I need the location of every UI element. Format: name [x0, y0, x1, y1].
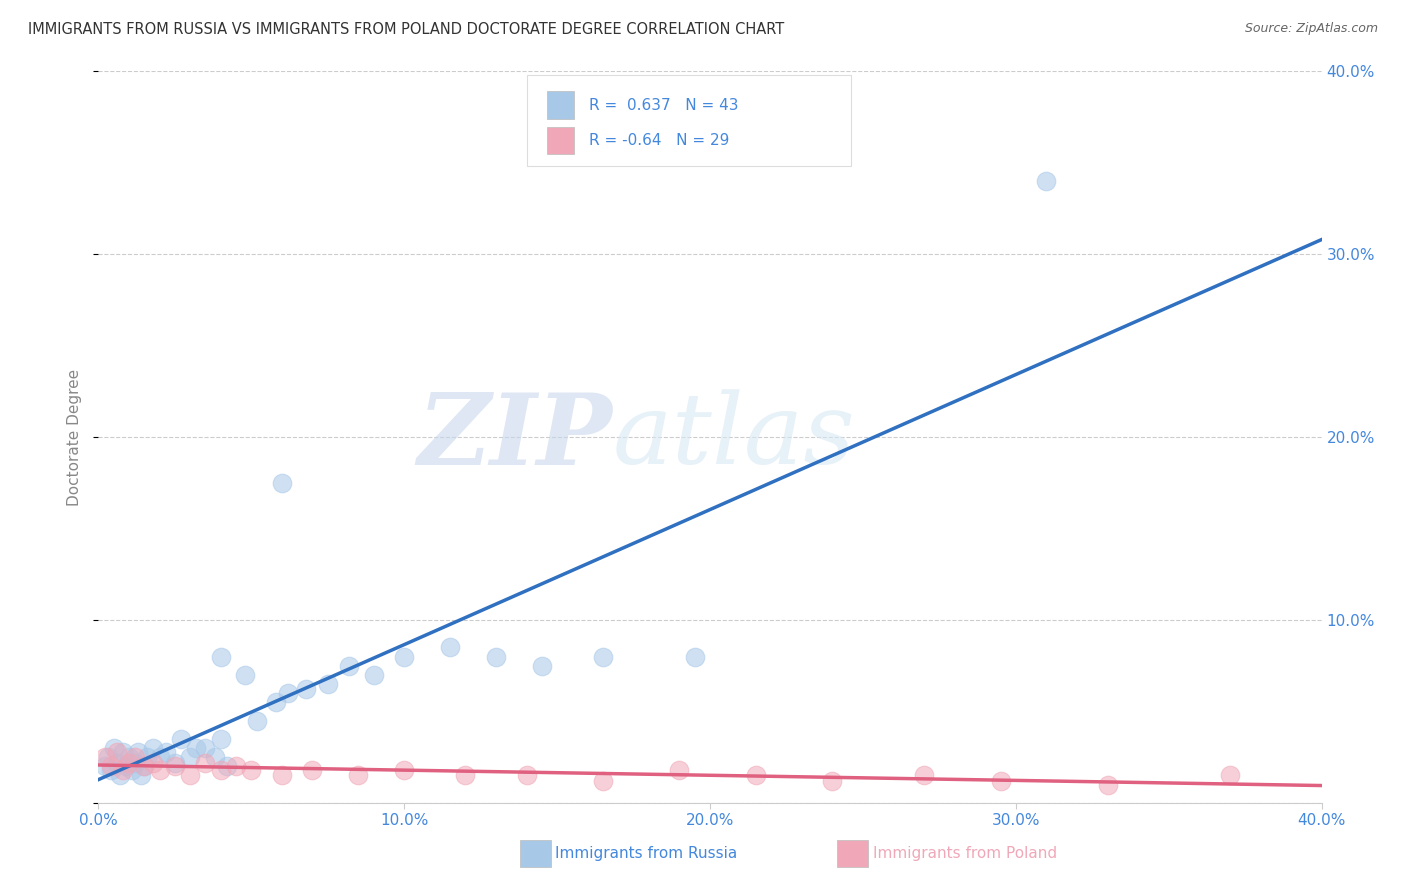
Point [149, 763, 172, 777]
Point [209, 731, 232, 746]
Point [225, 759, 247, 773]
Point [97, 750, 120, 764]
Point [121, 763, 143, 777]
Point [142, 756, 165, 770]
Text: Immigrants from Poland: Immigrants from Poland [873, 847, 1057, 861]
Point [163, 759, 186, 773]
Text: Source: ZipAtlas.com: Source: ZipAtlas.com [1244, 22, 1378, 36]
Point [163, 756, 186, 770]
Point [204, 750, 226, 764]
Point [134, 759, 156, 773]
Point [246, 714, 269, 728]
Point [209, 649, 232, 664]
Point [105, 745, 128, 759]
Point [592, 649, 614, 664]
Point [136, 750, 159, 764]
Point [170, 731, 193, 746]
Point [93, 759, 115, 773]
Point [821, 773, 844, 788]
Text: R =  0.637   N = 43: R = 0.637 N = 43 [589, 97, 738, 112]
Point [1035, 174, 1057, 188]
Point [439, 640, 461, 655]
Point [194, 740, 217, 755]
Point [745, 768, 768, 782]
Point [179, 750, 201, 764]
Point [105, 756, 128, 770]
Y-axis label: Doctorate Degree: Doctorate Degree [67, 368, 83, 506]
Point [111, 745, 134, 759]
Point [118, 756, 141, 770]
Point [363, 667, 385, 681]
Point [155, 745, 177, 759]
Text: IMMIGRANTS FROM RUSSIA VS IMMIGRANTS FROM POLAND DOCTORATE DEGREE CORRELATION CH: IMMIGRANTS FROM RUSSIA VS IMMIGRANTS FRO… [28, 22, 785, 37]
Point [277, 686, 299, 700]
Point [316, 677, 339, 691]
Point [1097, 777, 1119, 792]
Point [270, 475, 292, 490]
Point [516, 768, 538, 782]
Point [124, 750, 146, 764]
Point [124, 756, 146, 770]
Point [149, 750, 172, 764]
FancyBboxPatch shape [547, 91, 574, 119]
Point [100, 759, 122, 773]
Point [179, 768, 201, 782]
Point [683, 649, 706, 664]
Point [454, 768, 477, 782]
Point [485, 649, 508, 664]
Point [990, 773, 1012, 788]
Point [127, 745, 149, 759]
Point [108, 768, 131, 782]
Point [142, 740, 165, 755]
Point [295, 682, 318, 697]
Point [118, 750, 141, 764]
Point [264, 695, 287, 709]
Point [912, 768, 935, 782]
Point [270, 768, 292, 782]
Point [347, 768, 370, 782]
Point [592, 773, 614, 788]
Point [129, 768, 152, 782]
Point [530, 658, 553, 673]
Point [111, 763, 134, 777]
Point [209, 763, 232, 777]
Point [100, 763, 122, 777]
Text: atlas: atlas [612, 390, 855, 484]
FancyBboxPatch shape [547, 127, 574, 154]
Point [186, 740, 208, 755]
Point [392, 763, 416, 777]
Point [115, 759, 138, 773]
Point [134, 759, 156, 773]
Point [93, 750, 115, 764]
Point [103, 740, 125, 755]
Text: ZIP: ZIP [418, 389, 612, 485]
Point [337, 658, 360, 673]
Point [392, 649, 416, 664]
Point [194, 756, 217, 770]
Point [215, 759, 238, 773]
Point [301, 763, 323, 777]
Point [668, 763, 690, 777]
FancyBboxPatch shape [526, 75, 851, 167]
Point [1219, 768, 1241, 782]
Text: Immigrants from Russia: Immigrants from Russia [555, 847, 738, 861]
Point [240, 763, 263, 777]
Point [233, 667, 256, 681]
Text: R = -0.64   N = 29: R = -0.64 N = 29 [589, 133, 730, 148]
